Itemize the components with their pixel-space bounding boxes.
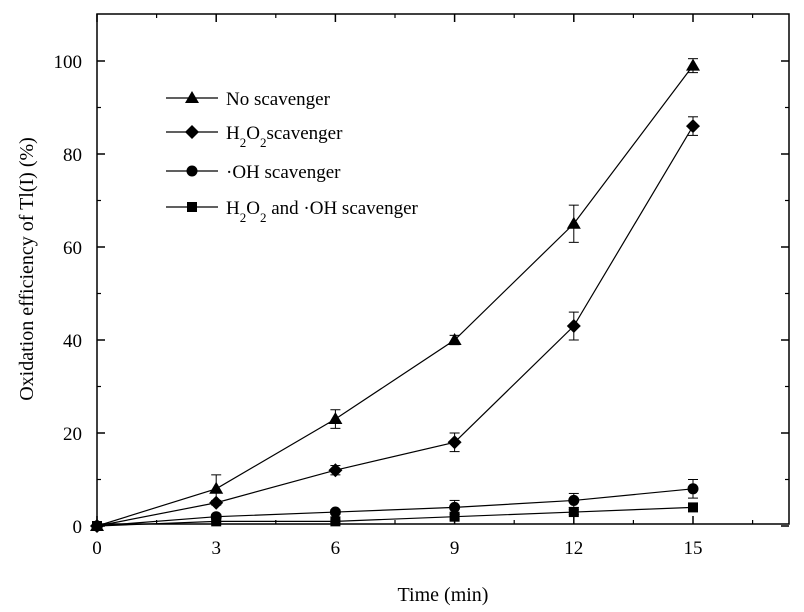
data-point-circle	[568, 494, 580, 506]
x-tick-label: 3	[211, 538, 221, 559]
series-square	[92, 502, 698, 531]
legend-item: No scavenger	[166, 89, 331, 110]
legend-label-part: O	[246, 198, 260, 219]
y-axis-title: Oxidation efficiency of Tl(I) (%)	[16, 137, 38, 401]
legend-item: H2O2scavenger	[166, 123, 343, 150]
legend-marker-square	[187, 202, 197, 212]
series-line	[96, 506, 694, 527]
series-layer	[90, 58, 700, 533]
y-tick-label: 100	[54, 52, 83, 73]
data-point-diamond	[209, 495, 224, 510]
data-point-diamond	[566, 319, 581, 334]
data-point-circle	[687, 483, 699, 495]
legend-label-part: H	[226, 123, 240, 144]
data-point-triangle	[209, 481, 224, 494]
data-point-circle	[329, 506, 341, 518]
data-point-square	[688, 502, 698, 513]
data-point-triangle	[447, 333, 462, 345]
legend-label-part: H	[226, 198, 240, 219]
legend-item: H2O2 and ·OH scavenger	[166, 198, 419, 225]
y-tick-label: 20	[63, 424, 82, 445]
data-point-square	[92, 521, 102, 531]
data-point-triangle	[328, 412, 343, 425]
data-point-diamond	[328, 463, 343, 478]
legend-label-part: ·OH scavenger	[226, 162, 341, 183]
data-point-square	[330, 516, 341, 527]
data-point-diamond	[686, 119, 700, 134]
x-tick-label: 6	[331, 538, 341, 559]
legend-label: H2O2scavenger	[226, 123, 343, 150]
data-point-square	[449, 511, 460, 522]
legend-label-subscript: 2	[260, 135, 267, 150]
x-tick-label: 9	[450, 538, 460, 559]
legend-marker-triangle	[185, 91, 199, 103]
x-tick-label: 18	[803, 538, 804, 559]
legend-label-part: scavenger	[266, 123, 343, 144]
y-tick-label: 60	[63, 238, 82, 259]
legend-item: ·OH scavenger	[166, 162, 341, 183]
data-point-square	[211, 516, 222, 527]
series-triangle	[90, 58, 700, 531]
y-tick-label: 80	[63, 145, 82, 166]
x-axis-title: Time (min)	[398, 584, 489, 606]
series-line	[96, 488, 694, 527]
legend-label-subscript: 2	[240, 135, 247, 150]
legend-label-subscript: 2	[260, 210, 267, 225]
legend-label-subscript: 2	[240, 210, 247, 225]
legend-label: No scavenger	[226, 89, 331, 110]
series-line	[96, 65, 694, 527]
series-diamond	[90, 116, 700, 533]
legend-label-part: and ·OH scavenger	[266, 198, 418, 219]
series-line	[96, 125, 694, 527]
legend-label: ·OH scavenger	[226, 162, 341, 183]
plot-frame	[96, 13, 790, 525]
data-point-square	[568, 507, 579, 518]
legend-label: H2O2 and ·OH scavenger	[226, 198, 419, 225]
data-point-circle	[449, 501, 461, 513]
x-tick-label: 12	[564, 538, 583, 559]
y-tick-label: 40	[63, 331, 82, 352]
legend-marker-diamond	[185, 125, 199, 139]
legend-label-part: O	[246, 123, 260, 144]
data-point-triangle	[686, 58, 700, 71]
x-tick-label: 15	[684, 538, 703, 559]
legend-marker-circle	[186, 165, 198, 177]
legend-label-part: No scavenger	[226, 89, 331, 110]
y-tick-label: 0	[73, 517, 83, 538]
data-point-diamond	[447, 435, 462, 450]
data-point-triangle	[566, 216, 581, 229]
axis-ticks: 0 3 6 9 12 15 18 0 20 40 60 80 100	[54, 14, 804, 559]
x-tick-label: 0	[92, 538, 102, 559]
